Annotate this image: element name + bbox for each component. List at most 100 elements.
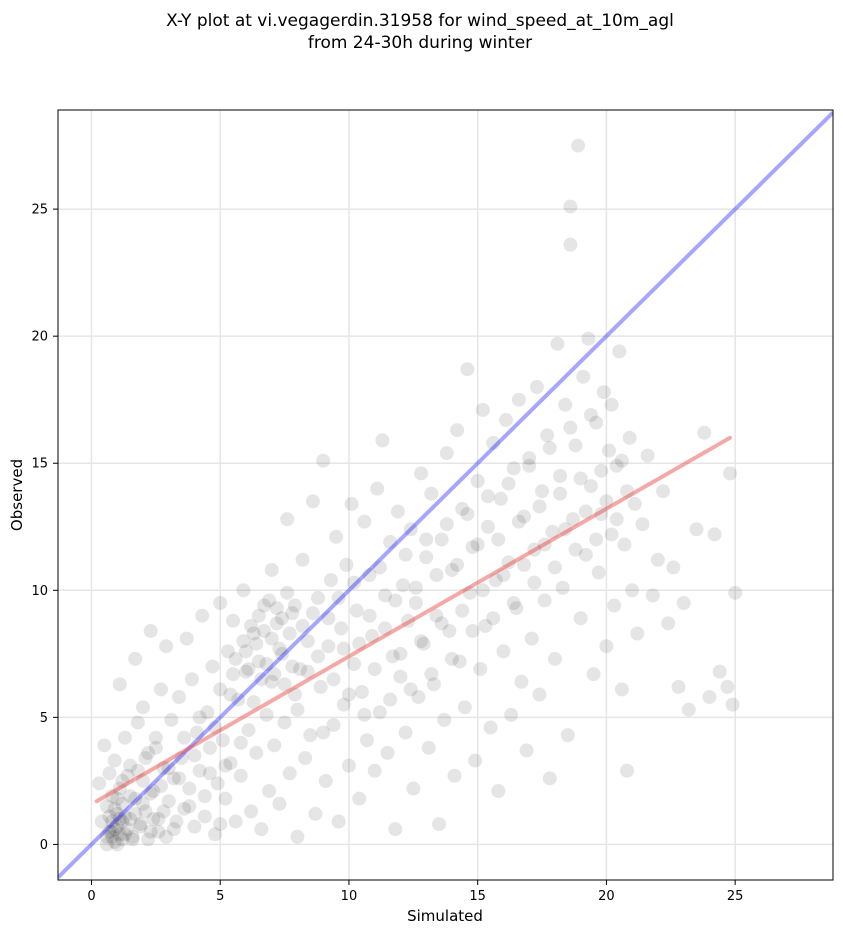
y-axis-ticks: 0 5 10 15 20 25 <box>31 203 58 853</box>
scatter-point <box>414 634 429 649</box>
scatter-point <box>398 547 413 562</box>
scatter-point <box>429 568 444 583</box>
scatter-point <box>233 735 248 750</box>
scatter-point <box>161 761 176 776</box>
scatter-point <box>527 575 542 590</box>
scatter-point <box>213 682 228 697</box>
scatter-point <box>182 781 197 796</box>
scatter-point <box>177 730 192 745</box>
scatter-point <box>210 776 225 791</box>
scatter-point <box>455 501 470 516</box>
scatter-point <box>457 700 472 715</box>
y-tick-label: 25 <box>31 203 48 218</box>
scatter-point <box>365 629 380 644</box>
scatter-point <box>357 514 372 529</box>
scatter-point <box>115 773 130 788</box>
scatter-point <box>359 733 374 748</box>
scatter-point <box>372 705 387 720</box>
scatter-point <box>275 646 290 661</box>
scatter-point <box>589 415 604 430</box>
scatter-point <box>419 550 434 565</box>
scatter-point <box>426 677 441 692</box>
scatter-point <box>414 466 429 481</box>
scatter-point <box>393 646 408 661</box>
scatter-point <box>277 715 292 730</box>
scatter-point <box>442 623 457 638</box>
scatter-point <box>480 519 495 534</box>
scatter-point <box>560 728 575 743</box>
scatter-point <box>123 789 138 804</box>
scatter-point <box>130 763 145 778</box>
scatter-point <box>156 804 171 819</box>
y-tick-label: 0 <box>40 838 48 853</box>
scatter-point <box>218 791 233 806</box>
scatter-point <box>352 636 367 651</box>
reference-lines <box>58 111 833 879</box>
scatter-point <box>524 631 539 646</box>
scatter-point <box>236 634 251 649</box>
scatter-point <box>174 751 189 766</box>
scatter-point <box>331 590 346 605</box>
plot-frame <box>57 109 834 881</box>
scatter-point <box>166 822 181 837</box>
scatter-point <box>99 829 114 844</box>
scatter-point <box>571 138 586 153</box>
scatter-point <box>444 562 459 577</box>
scatter-point <box>604 397 619 412</box>
scatter-point <box>406 781 421 796</box>
scatter-point <box>465 540 480 555</box>
scatter-point <box>681 702 696 717</box>
scatter-point <box>272 641 287 656</box>
scatter-point <box>347 656 362 671</box>
scatter-point <box>388 822 403 837</box>
scatter-point <box>377 621 392 636</box>
scatter-point <box>169 814 184 829</box>
scatter-point <box>249 745 264 760</box>
scatter-point <box>522 458 537 473</box>
x-tick-label: 0 <box>87 889 95 904</box>
scatter-point <box>403 682 418 697</box>
scatter-point <box>254 672 269 687</box>
scatter-point <box>424 486 439 501</box>
y-axis-label: Observed <box>8 459 26 531</box>
scatter-point <box>424 667 439 682</box>
scatter-point <box>120 768 135 783</box>
y-tick-label: 20 <box>31 330 48 345</box>
chart-title-line-2: from 24-30h during winter <box>308 33 532 53</box>
scatter-point <box>117 730 132 745</box>
scatter-point <box>596 385 611 400</box>
scatter-point <box>383 692 398 707</box>
scatter-point <box>97 738 112 753</box>
scatter-point <box>656 484 671 499</box>
scatter-point <box>226 613 241 628</box>
scatter-point <box>272 796 287 811</box>
scatter-point <box>241 662 256 677</box>
y-tick-label: 10 <box>31 584 48 599</box>
scatter-point <box>195 608 210 623</box>
scatter-point <box>115 814 130 829</box>
scatter-point <box>218 758 233 773</box>
scatter-point <box>246 626 261 641</box>
scatter-point <box>450 557 465 572</box>
scatter-point <box>99 837 114 852</box>
scatter-point <box>511 392 526 407</box>
scatter-point <box>439 446 454 461</box>
scatter-point <box>553 468 568 483</box>
scatter-point <box>267 667 282 682</box>
scatter-point <box>367 763 382 778</box>
scatter-point <box>581 331 596 346</box>
scatter-point <box>223 687 238 702</box>
scatter-point <box>627 496 642 511</box>
scatter-point <box>650 552 665 567</box>
scatter-point <box>622 430 637 445</box>
scatter-point <box>563 420 578 435</box>
scatter-point <box>331 814 346 829</box>
scatter-point <box>321 611 336 626</box>
scatter-point <box>367 662 382 677</box>
scatter-point <box>640 448 655 463</box>
scatter-point <box>128 651 143 666</box>
scatter-point <box>244 618 259 633</box>
scatter-point <box>177 801 192 816</box>
scatter-point <box>259 656 274 671</box>
